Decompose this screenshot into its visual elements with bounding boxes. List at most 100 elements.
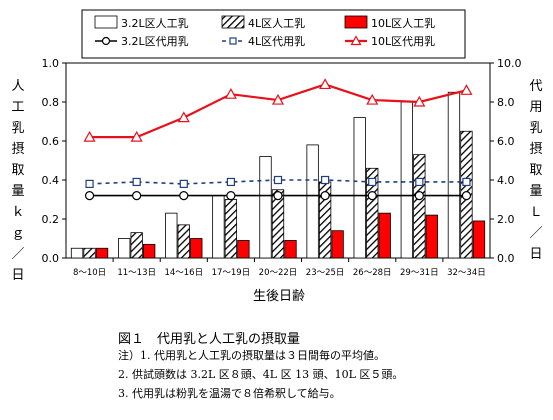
y-tick-label-left: 1.0 <box>42 57 60 70</box>
figure-caption: 図１ 代用乳と人工乳の摂取量 <box>118 332 301 347</box>
y-axis-label-right: 代用乳摂取量Ｌ／日 <box>529 79 542 262</box>
bars <box>70 91 486 259</box>
data-point <box>226 191 236 201</box>
data-point <box>460 84 473 95</box>
legend-label: 3.2L区代用乳 <box>121 35 189 48</box>
y-tick-label-left: 0.4 <box>42 174 60 187</box>
x-tick-label: 29～31日 <box>400 268 439 278</box>
svg-text:代用乳摂取量Ｌ／日: 代用乳摂取量Ｌ／日 <box>529 79 542 262</box>
legend: 3.2L区人工乳 4L区人工乳 10L区人工乳 3.2L区代用乳 4L区代用乳 10L区代… <box>81 9 466 59</box>
data-point <box>320 191 330 201</box>
y-tick-label-right: 4.0 <box>497 174 515 187</box>
bar <box>353 117 366 259</box>
x-axis-label: 生後日齢 <box>253 289 305 304</box>
caption-note-3: 3. 代用乳は粉乳を温湯で８倍希釈して給与。 <box>118 387 341 400</box>
bar <box>447 91 461 259</box>
bar <box>472 220 486 259</box>
y-tick-label-left: 0.8 <box>42 96 60 109</box>
y-tick-label-left: 0.0 <box>42 252 60 265</box>
bar <box>177 224 190 259</box>
bar <box>271 189 285 259</box>
data-point <box>415 177 424 187</box>
y-tick-label-right: 6.0 <box>497 135 515 148</box>
data-point <box>177 111 190 123</box>
y-axis-label-left: 人工乳摂取量ｋｇ／日 <box>11 79 24 283</box>
y-tick-label-right: 8.0 <box>497 96 515 109</box>
legend-label: 4L区代用乳 <box>248 35 305 48</box>
x-tick-label: 20～22日 <box>259 268 298 278</box>
bar <box>70 247 84 259</box>
x-tick-label: 11～13日 <box>117 268 156 278</box>
x-tick-label: 8～10日 <box>73 268 106 278</box>
bar <box>284 240 297 259</box>
data-point <box>413 95 426 107</box>
y-tick-label-right: 2.0 <box>497 213 515 226</box>
legend-swatch <box>344 15 368 29</box>
data-point <box>461 191 472 201</box>
data-point <box>319 78 332 90</box>
data-point <box>85 179 94 188</box>
data-point <box>271 93 285 105</box>
bar <box>237 240 250 259</box>
y-tick-label-left: 0.2 <box>42 213 60 226</box>
x-tick-label: 14～16日 <box>164 268 203 278</box>
data-point <box>179 179 188 188</box>
data-point <box>273 175 283 185</box>
bar <box>143 243 156 259</box>
svg-text:人工乳摂取量ｋｇ／日: 人工乳摂取量ｋｇ／日 <box>11 79 24 283</box>
bar <box>212 195 225 259</box>
data-point <box>321 175 330 185</box>
legend-swatch <box>221 15 245 29</box>
bar <box>83 247 96 259</box>
x-tick-label: 26～28日 <box>353 268 392 278</box>
intake-chart: 3.2L区人工乳 4L区人工乳 10L区人工乳 3.2L区代用乳 4L区代用乳 10L区代… <box>11 9 543 304</box>
axes: 0.0 0.2 0.4 0.6 0.8 1.0 0.0 2.0 4.0 6.0 8.0 10.0 8～1… <box>42 57 522 278</box>
data-point <box>366 93 379 105</box>
bar <box>400 101 413 259</box>
bar <box>130 232 143 259</box>
legend-marker <box>229 37 237 45</box>
bar <box>378 212 391 259</box>
legend-label: 10L区代用乳 <box>371 35 435 48</box>
data-point <box>84 191 95 201</box>
bar <box>165 212 178 259</box>
data-point <box>179 191 189 201</box>
bar <box>118 238 131 259</box>
x-tick-label: 17～19日 <box>212 268 251 278</box>
caption-note-2: 2. 供試頭数は 3.2L 区８頭、4L 区 13 頭、10L 区５頭。 <box>118 368 404 381</box>
bar <box>95 247 109 259</box>
data-point <box>132 177 141 187</box>
data-point <box>130 130 143 142</box>
lines <box>83 78 473 201</box>
legend-label: 4L区人工乳 <box>248 17 305 30</box>
legend-label: 3.2L区人工乳 <box>121 17 189 30</box>
legend-marker <box>350 35 362 46</box>
bar <box>413 154 426 259</box>
legend-marker <box>101 36 111 46</box>
bar <box>425 214 438 259</box>
legend-box <box>81 9 466 59</box>
data-point <box>132 191 142 201</box>
caption-note-1: 注）1. 代用乳と人工乳の摂取量は３日間毎の平均値。 <box>118 349 385 362</box>
legend-label: 10L区人工乳 <box>371 17 435 30</box>
data-point <box>83 130 96 142</box>
y-tick-label-right: 10.0 <box>497 57 522 70</box>
data-point <box>368 177 377 187</box>
series-line <box>89 179 467 185</box>
y-tick-label-right: 0.0 <box>497 252 515 265</box>
bar <box>331 230 344 259</box>
legend-swatch <box>94 15 118 29</box>
data-point <box>367 191 377 201</box>
data-point <box>273 191 283 201</box>
data-point <box>226 177 235 187</box>
x-tick-label: 23～25日 <box>306 268 345 278</box>
bar <box>306 144 319 259</box>
bar <box>366 167 379 259</box>
x-tick-label: 32～34日 <box>447 268 486 278</box>
bar <box>259 156 272 259</box>
bar <box>190 238 203 259</box>
y-tick-label-left: 0.6 <box>42 135 60 148</box>
data-point <box>224 87 237 99</box>
data-point <box>414 191 424 201</box>
data-point <box>462 177 471 187</box>
